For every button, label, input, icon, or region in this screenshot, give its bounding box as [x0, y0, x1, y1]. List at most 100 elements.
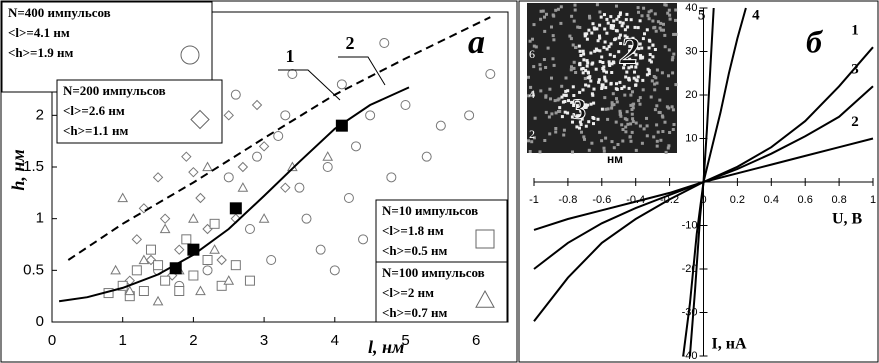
legend-stat: <l>=2 нм [382, 285, 434, 300]
x-tick-label: -0.8 [558, 194, 577, 206]
panel-letter: а [468, 24, 485, 61]
inset-pixel [616, 100, 619, 103]
inset-pixel [554, 131, 557, 134]
inset-pixel [603, 96, 606, 99]
inset-pixel [592, 122, 595, 125]
inset-pixel [646, 73, 649, 76]
marker-circle [231, 90, 240, 99]
inset-pixel [616, 29, 619, 32]
inset-pixel [545, 111, 548, 114]
marker-square [476, 230, 494, 248]
curve-label: 1 [851, 23, 859, 39]
marker-circle [203, 266, 212, 275]
inset-pixel [552, 14, 555, 17]
inset-pixel [635, 78, 638, 81]
inset-pixel [651, 55, 654, 58]
inset-pixel [619, 21, 622, 24]
marker-circle [274, 132, 283, 141]
inset-pixel [624, 76, 627, 79]
marker-square [161, 276, 170, 285]
marker-triangle [210, 245, 219, 253]
marker-square [132, 266, 141, 275]
inset-pixel [606, 118, 609, 121]
inset-pixel [584, 32, 587, 35]
inset-pixel [651, 20, 654, 23]
inset-pixel [650, 96, 653, 99]
marker-filled-square [230, 203, 241, 214]
inset-pixel [573, 61, 576, 64]
inset-pixel [637, 6, 640, 9]
marker-diamond [132, 235, 141, 244]
marker-circle [436, 121, 445, 130]
marker-square [182, 235, 191, 244]
inset-pixel [603, 13, 606, 16]
inset-pixel [675, 33, 678, 36]
inset-pixel [635, 122, 638, 125]
inset-pixel [550, 112, 553, 115]
inset-pixel [606, 48, 609, 51]
inset-pixel [589, 80, 592, 83]
inset-pixel [587, 120, 590, 123]
marker-triangle [154, 297, 163, 305]
inset-pixel [642, 88, 645, 91]
marker-circle [387, 173, 396, 182]
inset-pixel [600, 56, 603, 59]
inset-pixel [573, 67, 576, 70]
inset-pixel [619, 113, 622, 116]
inset-pixel [612, 24, 615, 27]
inset-pixel [631, 108, 634, 111]
marker-circle [486, 70, 495, 79]
inset-pixel [601, 86, 604, 89]
x-tick-label: -0.6 [592, 194, 611, 206]
marker-diamond [175, 245, 184, 254]
marker-circle [344, 194, 353, 203]
inset-pixel [656, 145, 659, 148]
inset-pixel [655, 123, 658, 126]
inset-pixel [664, 121, 667, 124]
inset-pixel [645, 117, 648, 120]
x-axis-label: l, нм [368, 337, 404, 357]
inset-pixel [590, 32, 593, 35]
inset-pixel [667, 147, 670, 150]
inset-pixel [612, 20, 615, 23]
marker-square [175, 287, 184, 296]
inset-pixel [624, 130, 627, 133]
inset-pixel [601, 108, 604, 111]
x-tick-label: 0.4 [764, 194, 779, 206]
marker-circle [224, 173, 233, 182]
inset-pixel [672, 108, 675, 111]
inset-pixel [599, 60, 602, 63]
marker-circle [401, 101, 410, 110]
inset-pixel [610, 82, 613, 85]
inset-pixel [630, 18, 633, 21]
panel-letter: б [806, 23, 824, 59]
inset-pixel [607, 22, 610, 25]
legend-label: N=200 импульсов [63, 83, 166, 98]
inset-pixel [591, 63, 594, 66]
inset-pixel [557, 8, 560, 11]
inset-pixel [672, 128, 675, 131]
figure: 00.511.522.530123456l, нмh, нма12N=400 и… [0, 0, 879, 363]
inset-pixel [559, 22, 562, 25]
marker-circle [281, 111, 290, 120]
marker-diamond [154, 173, 163, 182]
inset-pixel [653, 88, 656, 91]
inset-pixel [635, 149, 638, 152]
inset-pixel [659, 22, 662, 25]
inset-pixel [587, 29, 590, 32]
marker-diamond [139, 204, 148, 213]
marker-circle [422, 152, 431, 161]
curve-label: 1 [286, 46, 295, 66]
inset-pixel [654, 108, 657, 111]
inset-pixel [654, 12, 657, 15]
inset-pixel [592, 102, 595, 105]
inset-pixel [591, 116, 594, 119]
inset-pixel [659, 27, 662, 30]
marker-triangle [203, 163, 212, 171]
inset-pixel [615, 121, 618, 124]
inset-pixel [552, 57, 555, 60]
marker-circle [359, 235, 368, 244]
inset-image [527, 3, 678, 154]
curve-label: 3 [851, 62, 859, 78]
marker-triangle [111, 266, 120, 274]
